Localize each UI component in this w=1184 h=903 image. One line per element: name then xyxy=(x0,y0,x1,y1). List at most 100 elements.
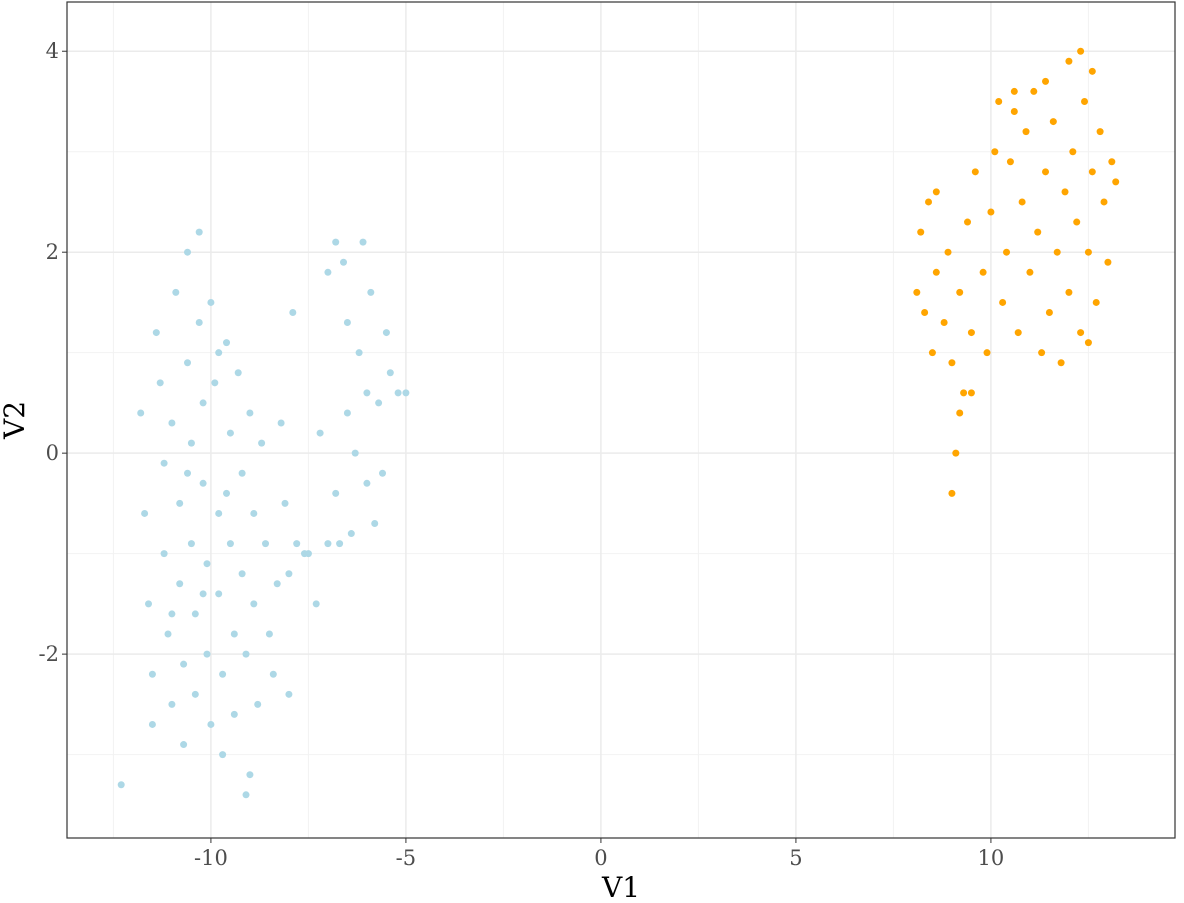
point xyxy=(402,389,410,397)
point xyxy=(301,550,309,558)
point xyxy=(394,389,402,397)
point xyxy=(203,560,211,568)
point xyxy=(191,690,199,698)
point xyxy=(187,439,195,447)
point xyxy=(925,198,933,206)
point xyxy=(1010,108,1018,116)
point xyxy=(983,349,991,357)
point xyxy=(289,308,297,316)
point xyxy=(1014,329,1022,337)
point xyxy=(312,600,320,608)
point xyxy=(1049,118,1057,126)
point xyxy=(1088,67,1096,75)
point xyxy=(1077,329,1085,337)
point xyxy=(940,319,948,327)
point xyxy=(145,600,153,608)
point xyxy=(258,439,266,447)
point xyxy=(184,248,192,256)
point xyxy=(363,479,371,487)
point xyxy=(1065,288,1073,296)
point xyxy=(273,580,281,588)
point xyxy=(215,509,223,517)
point xyxy=(1038,349,1046,357)
point xyxy=(137,409,145,417)
point xyxy=(336,540,344,548)
point xyxy=(285,570,293,578)
point xyxy=(199,399,207,407)
point xyxy=(148,670,156,678)
x-tick-label: 0 xyxy=(594,846,607,870)
point xyxy=(152,329,160,337)
point xyxy=(1045,308,1053,316)
point xyxy=(195,319,203,327)
point xyxy=(1092,298,1100,306)
point xyxy=(207,720,215,728)
point xyxy=(207,298,215,306)
point xyxy=(223,339,231,347)
point xyxy=(991,148,999,156)
point xyxy=(1006,158,1014,166)
point xyxy=(1069,148,1077,156)
point xyxy=(215,349,223,357)
point xyxy=(316,429,324,437)
point xyxy=(343,409,351,417)
point xyxy=(932,188,940,196)
point xyxy=(219,670,227,678)
point xyxy=(168,419,176,427)
point xyxy=(195,228,203,236)
point xyxy=(324,268,332,276)
point xyxy=(230,630,238,638)
point xyxy=(1018,198,1026,206)
point xyxy=(948,489,956,497)
point xyxy=(254,700,262,708)
point xyxy=(343,319,351,327)
point xyxy=(262,540,270,548)
point xyxy=(203,650,211,658)
point xyxy=(960,389,968,397)
point xyxy=(285,690,293,698)
point xyxy=(238,469,246,477)
point xyxy=(964,218,972,226)
point xyxy=(242,791,250,799)
point xyxy=(238,570,246,578)
point xyxy=(979,268,987,276)
point xyxy=(1084,339,1092,347)
point xyxy=(379,469,387,477)
point xyxy=(944,248,952,256)
point xyxy=(948,359,956,367)
point xyxy=(347,530,355,538)
point xyxy=(386,369,394,377)
point xyxy=(219,751,227,759)
point xyxy=(1053,248,1061,256)
point xyxy=(187,540,195,548)
point xyxy=(332,238,340,246)
point xyxy=(1081,97,1089,105)
y-tick-label: 4 xyxy=(46,39,59,63)
point xyxy=(1003,248,1011,256)
point xyxy=(184,359,192,367)
point xyxy=(1042,77,1050,85)
point xyxy=(1034,228,1042,236)
point xyxy=(1026,268,1034,276)
point xyxy=(180,741,188,749)
point xyxy=(1112,178,1120,186)
point xyxy=(913,288,921,296)
point xyxy=(1100,198,1108,206)
point xyxy=(363,389,371,397)
point xyxy=(1030,87,1038,95)
point xyxy=(293,540,301,548)
point xyxy=(1104,258,1112,266)
point xyxy=(956,409,964,417)
point xyxy=(211,379,219,387)
point xyxy=(1022,128,1030,136)
point xyxy=(180,660,188,668)
point xyxy=(340,258,348,266)
point xyxy=(1088,168,1096,176)
point xyxy=(995,97,1003,105)
point xyxy=(375,399,383,407)
x-axis-title: V1 xyxy=(601,871,640,903)
point xyxy=(1096,128,1104,136)
point xyxy=(176,580,184,588)
point xyxy=(226,540,234,548)
point xyxy=(967,329,975,337)
